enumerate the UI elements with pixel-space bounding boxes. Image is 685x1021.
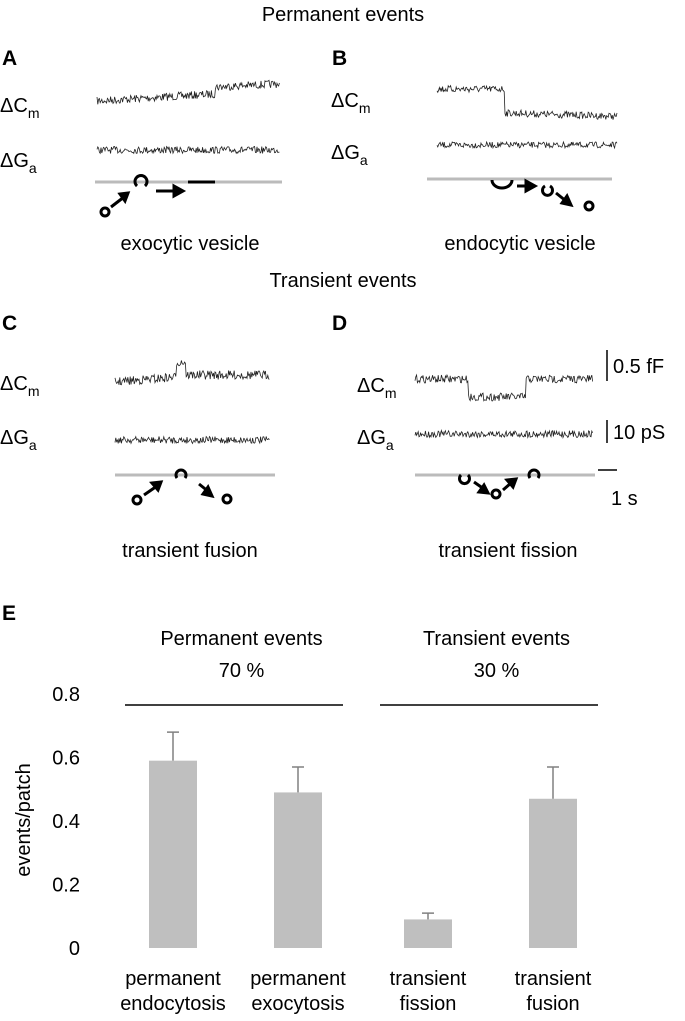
trace-label: ΔCm <box>0 373 39 399</box>
trace <box>114 360 270 386</box>
vesicle-icons <box>99 174 595 506</box>
label-main: ΔC <box>0 373 28 395</box>
label-main: ΔG <box>357 427 386 449</box>
trace-label: ΔCm <box>331 90 370 116</box>
error-bar <box>422 912 434 920</box>
label-main: ΔG <box>0 427 29 449</box>
caption: transient fusion <box>122 540 258 562</box>
x-tick-label: fission <box>400 993 457 1015</box>
x-tick-label: permanent <box>250 968 346 990</box>
label-sub: a <box>29 437 37 453</box>
y-tick-label: 0.6 <box>52 748 80 770</box>
trace-label: ΔGa <box>357 427 394 453</box>
trace-label: ΔCm <box>357 375 396 401</box>
panel-letter: D <box>332 312 347 335</box>
trace <box>414 373 593 402</box>
scale-label: 0.5 fF <box>613 356 664 378</box>
group-share: 70 % <box>219 660 265 682</box>
trace-label: ΔCm <box>0 95 39 121</box>
x-tick-label: fusion <box>526 993 579 1015</box>
x-tick-label: exocytosis <box>251 993 344 1015</box>
membranes <box>95 177 612 477</box>
y-tick-label: 0.4 <box>52 811 80 833</box>
trace <box>114 435 270 445</box>
scale-label: 1 s <box>611 488 638 510</box>
label-sub: m <box>28 105 40 121</box>
label-main: ΔG <box>0 150 29 172</box>
label-sub: a <box>386 437 394 453</box>
bar <box>404 919 452 948</box>
label-main: ΔC <box>0 95 28 117</box>
label-sub: a <box>360 152 368 168</box>
panel-letter: C <box>2 312 17 335</box>
section-title: Permanent events <box>262 4 424 26</box>
y-axis-label: events/patch <box>13 763 35 876</box>
panel-letter: B <box>332 47 347 70</box>
caption: endocytic vesicle <box>444 233 595 255</box>
caption: transient fission <box>439 540 578 562</box>
group-title: Transient events <box>423 628 570 650</box>
error-bar <box>167 731 179 761</box>
bar <box>274 792 322 948</box>
scale-label: 10 pS <box>613 422 665 444</box>
label-sub: m <box>28 383 40 399</box>
label-sub: a <box>29 160 37 176</box>
trace <box>436 84 618 120</box>
traces <box>96 79 618 445</box>
bar <box>529 798 577 948</box>
x-tick-label: transient <box>390 968 467 990</box>
label-main: ΔG <box>331 142 360 164</box>
label-sub: m <box>359 100 371 116</box>
group-share: 30 % <box>474 660 520 682</box>
trace <box>436 140 618 150</box>
y-tick-label: 0.8 <box>52 684 80 706</box>
x-tick-label: transient <box>515 968 592 990</box>
label-sub: m <box>385 385 397 401</box>
bar <box>149 760 197 948</box>
y-tick-label: 0 <box>69 938 80 960</box>
label-main: ΔC <box>331 90 359 112</box>
error-bar <box>547 766 559 799</box>
x-tick-label: endocytosis <box>120 993 226 1015</box>
y-tick-label: 0.2 <box>52 875 80 897</box>
trace-label: ΔGa <box>0 427 37 453</box>
x-tick-label: permanent <box>125 968 221 990</box>
trace-label: ΔGa <box>0 150 37 176</box>
trace-label: ΔGa <box>331 142 368 168</box>
scale-bars <box>598 350 617 471</box>
trace <box>96 79 280 105</box>
error-bar <box>292 766 304 793</box>
section-title: Transient events <box>269 270 416 292</box>
panel-letter: A <box>2 47 17 70</box>
trace <box>414 429 593 440</box>
label-main: ΔC <box>357 375 385 397</box>
caption: exocytic vesicle <box>121 233 260 255</box>
trace <box>96 145 280 155</box>
panel-letter: E <box>2 602 16 625</box>
group-title: Permanent events <box>160 628 322 650</box>
